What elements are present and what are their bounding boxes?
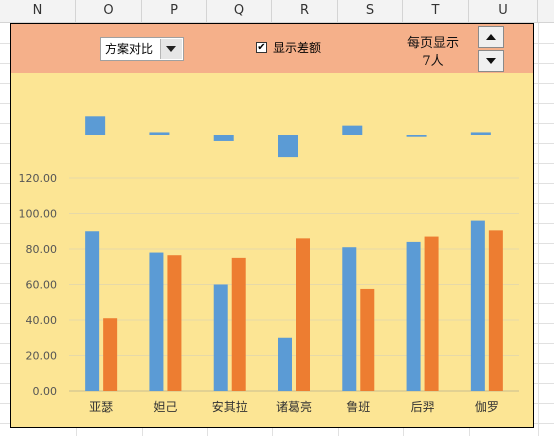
category-label: 诸葛亮 <box>276 399 312 414</box>
bar-series-1 <box>213 284 228 391</box>
difference-bar <box>149 132 170 135</box>
per-page-decrease-button[interactable] <box>478 50 504 72</box>
combo-selected-value: 方案对比 <box>105 42 154 56</box>
bar-series-2 <box>424 236 439 391</box>
category-label: 妲己 <box>153 399 177 414</box>
bar-series-2 <box>103 318 118 391</box>
y-tick-label: 120.00 <box>19 172 58 185</box>
difference-bar <box>470 132 491 135</box>
bar-series-1 <box>406 241 421 391</box>
column-header-p[interactable]: P <box>142 0 207 22</box>
category-label: 后羿 <box>411 400 435 414</box>
show-difference-label: 显示差额 <box>273 41 322 55</box>
arrow-up-icon <box>486 34 496 40</box>
column-header-s[interactable]: S <box>338 0 403 22</box>
difference-bar <box>85 116 106 135</box>
dashboard-panel: 方案对比 ✔ 显示差额 每页显示 7人 0.00 20.00 40.00 60.00 8… <box>10 23 534 428</box>
difference-bar <box>213 135 234 141</box>
bar-series-1 <box>342 247 357 391</box>
y-tick-label: 100.00 <box>19 208 58 221</box>
y-tick-label: 0.00 <box>33 385 58 398</box>
column-header-r[interactable]: R <box>272 0 338 22</box>
bar-series-2 <box>488 230 503 391</box>
y-tick-label: 80.00 <box>26 243 58 256</box>
combo-dropdown-button[interactable] <box>160 39 182 59</box>
bar-chart: 0.00 20.00 40.00 60.00 80.00 100.00 120.00 亚瑟 妲己… <box>19 116 519 414</box>
bar-series-2 <box>167 255 182 391</box>
show-difference-checkbox[interactable]: ✔ <box>256 42 267 53</box>
difference-bar <box>342 125 363 135</box>
column-header-q[interactable]: Q <box>207 0 272 22</box>
column-header-u[interactable]: U <box>469 0 538 22</box>
y-tick-label: 40.00 <box>26 314 58 327</box>
category-label: 伽罗 <box>475 399 499 414</box>
bar-series-1 <box>85 231 100 391</box>
category-label: 亚瑟 <box>89 400 113 414</box>
arrow-down-icon <box>486 58 496 64</box>
checkmark-icon: ✔ <box>257 42 266 53</box>
column-header-n[interactable]: N <box>0 0 76 22</box>
y-tick-label: 20.00 <box>26 350 58 363</box>
bar-series-2 <box>296 238 310 391</box>
control-toolbar: 方案对比 ✔ 显示差额 每页显示 7人 <box>11 24 533 73</box>
sheet-gridline-vertical <box>538 23 539 436</box>
bar-series-1 <box>149 252 164 391</box>
per-page-increase-button[interactable] <box>478 26 504 48</box>
category-label: 安其拉 <box>212 399 248 414</box>
difference-bar <box>278 135 298 158</box>
bar-series-1 <box>278 337 292 391</box>
y-tick-label: 60.00 <box>26 279 58 292</box>
chevron-down-icon <box>166 46 176 52</box>
scheme-combo-box[interactable]: 方案对比 <box>100 37 184 61</box>
bar-series-2 <box>231 257 246 391</box>
per-page-value: 7人 <box>422 54 444 69</box>
difference-bar <box>406 135 427 137</box>
category-label: 鲁班 <box>346 400 370 414</box>
column-header-o[interactable]: O <box>76 0 142 22</box>
bar-series-1 <box>470 220 485 391</box>
bar-series-2 <box>360 288 375 391</box>
per-page-label: 每页显示 <box>406 36 459 51</box>
column-header-t[interactable]: T <box>403 0 469 22</box>
